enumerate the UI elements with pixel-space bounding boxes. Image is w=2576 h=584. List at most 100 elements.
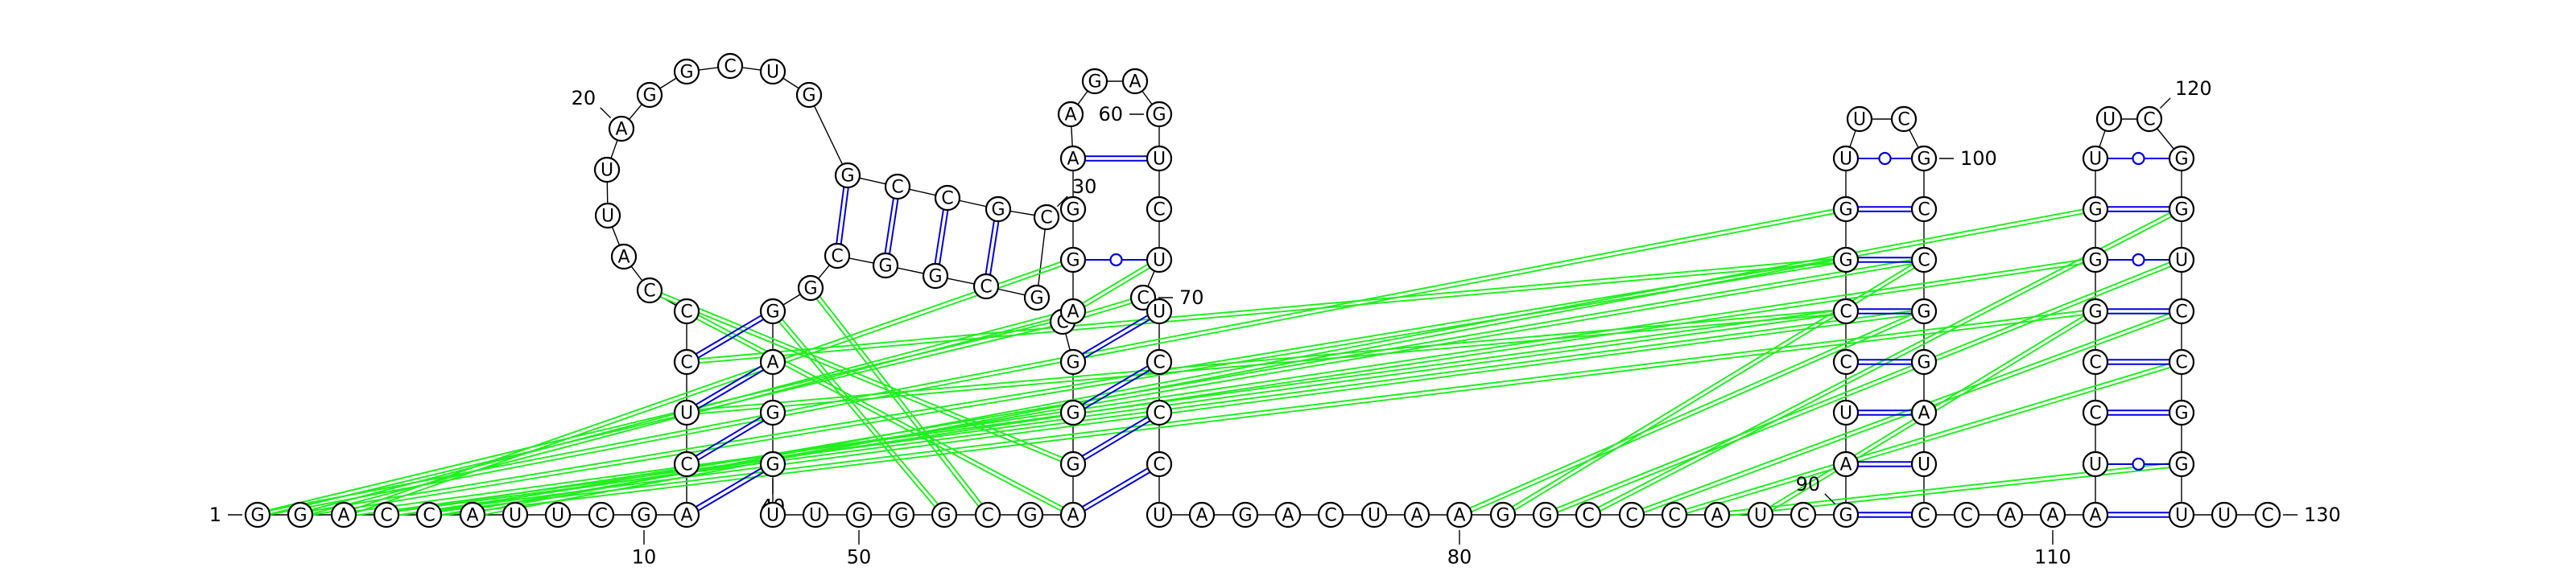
nucleotide-base-letter: G <box>803 279 817 299</box>
nucleotide-circle <box>985 195 1012 223</box>
backbone-link <box>698 67 719 71</box>
nucleotide: U <box>673 399 700 426</box>
nucleotide-circle <box>2082 145 2109 172</box>
nucleotide-base-letter: U <box>2218 506 2231 526</box>
nucleotide-circle <box>2168 145 2195 172</box>
nucleotide-base-letter: A <box>1067 150 1079 170</box>
nucleotide: G <box>1146 101 1173 128</box>
nucleotide-circle <box>2254 501 2281 528</box>
wobble-pair-marker <box>1109 253 1123 267</box>
position-number-label: 10 <box>632 546 657 569</box>
nucleotide-circle <box>1953 501 1980 528</box>
nucleotide: C <box>1832 298 1860 325</box>
nucleotide-base-letter: G <box>1088 72 1101 93</box>
nucleotide-base-letter: U <box>1153 302 1166 323</box>
nucleotide-base-letter: C <box>1582 506 1594 526</box>
nucleotide-circle <box>502 501 529 528</box>
backbone-link <box>629 104 642 120</box>
nucleotide-circle <box>1703 501 1731 528</box>
nucleotide: C <box>1146 348 1173 376</box>
canonical-pair-line <box>1081 365 1149 405</box>
nucleotide-circle <box>1146 501 1173 528</box>
nucleotide-base-letter: G <box>766 404 779 424</box>
nucleotide-base-letter: U <box>601 207 614 227</box>
nucleotide-base-letter: U <box>2103 110 2116 130</box>
nucleotide-circle <box>1747 501 1774 528</box>
nucleotide-circle <box>1832 450 1860 478</box>
nucleotide: G <box>1059 195 1087 223</box>
nucleotide-base-letter: G <box>1066 353 1080 373</box>
nucleotide: C <box>1618 501 1645 528</box>
position-number-label: 100 <box>1960 147 1997 170</box>
nucleotide-base-letter: G <box>852 506 865 526</box>
nucleotide: U <box>2095 105 2123 133</box>
nucleotide: C <box>2168 348 2195 376</box>
nucleotide: C <box>1146 195 1173 223</box>
nucleotide-base-letter: A <box>617 248 630 268</box>
nucleotide: U <box>2082 145 2109 172</box>
nucleotide: C <box>824 242 851 269</box>
nucleotide-base-letter: G <box>1238 506 1252 526</box>
pseudoknot-interaction-line <box>1082 263 1149 305</box>
nucleotide: A <box>1832 450 1860 478</box>
nucleotide: A <box>1910 399 1938 426</box>
nucleotide: G <box>1910 145 1938 172</box>
nucleotide: U <box>1146 501 1173 528</box>
canonical-pair-line <box>1084 471 1151 512</box>
nucleotide-circle <box>1274 501 1302 528</box>
nucleotide-circle <box>673 298 700 325</box>
nucleotide-base-letter: A <box>2004 506 2016 526</box>
wobble-pair-marker <box>2132 253 2145 267</box>
wobble-pair-marker <box>2132 457 2145 471</box>
nucleotide-circle <box>2211 501 2238 528</box>
position-number-label: 20 <box>572 87 597 109</box>
number-tick <box>1056 195 1068 208</box>
nucleotide-circle <box>972 273 1000 300</box>
nucleotide-circle <box>1890 105 1918 133</box>
nucleotide-circle <box>2168 348 2195 376</box>
nucleotide-circle <box>1910 298 1938 325</box>
nucleotide: C <box>415 501 443 528</box>
nucleotide-base-letter: C <box>891 178 903 198</box>
pseudoknot-interaction-line <box>355 265 1063 514</box>
nucleotide-base-letter: C <box>1625 506 1637 526</box>
nucleotide-circle <box>1832 348 1860 376</box>
nucleotide-circle <box>759 450 786 478</box>
backbone-link <box>947 278 975 285</box>
pseudoknot-interaction-line <box>1471 317 1914 513</box>
canonical-pair-line <box>1081 467 1149 508</box>
nucleotide-circle <box>459 501 486 528</box>
pseudoknot-interaction-line <box>819 295 983 505</box>
nucleotide-base-letter: A <box>1839 455 1852 475</box>
canonical-pair-line <box>889 199 899 254</box>
nucleotide-base-letter: G <box>766 455 779 475</box>
pseudoknot-interaction-line <box>1686 366 2171 515</box>
backbone-link <box>1071 125 1073 147</box>
canonical-pair-line <box>697 369 765 409</box>
nucleotide-base-letter: C <box>1918 251 1930 271</box>
pseudoknot-interaction-line <box>697 314 1064 508</box>
nucleotide-base-letter: U <box>1839 150 1852 170</box>
nucleotide: C <box>1910 246 1938 273</box>
nucleotide-base-letter: A <box>1067 302 1079 323</box>
nucleotide-base-letter: C <box>1324 506 1336 526</box>
nucleotide-circle <box>2082 246 2109 273</box>
canonical-pair-line <box>697 420 765 461</box>
nucleotide: U <box>802 501 829 528</box>
pseudoknot-interaction-line <box>312 258 1834 512</box>
nucleotide-base-letter: C <box>724 57 736 77</box>
nucleotide: C <box>1910 501 1938 528</box>
nucleotide-circle <box>2082 501 2109 528</box>
nucleotide: U <box>1846 105 1873 133</box>
nucleotide: C <box>934 184 961 212</box>
nucleotide-circle <box>630 501 658 528</box>
backbone-link <box>782 294 801 306</box>
nucleotide-circle <box>673 399 700 426</box>
nucleotide-circle <box>2136 105 2163 133</box>
nucleotide: G <box>630 501 658 528</box>
pseudoknot-interaction-line <box>440 310 2083 512</box>
nucleotide-base-letter: G <box>1917 150 1930 170</box>
nucleotide-circle <box>759 298 786 325</box>
canonical-pair-line <box>1081 315 1149 355</box>
nucleotide: C <box>2082 348 2109 376</box>
